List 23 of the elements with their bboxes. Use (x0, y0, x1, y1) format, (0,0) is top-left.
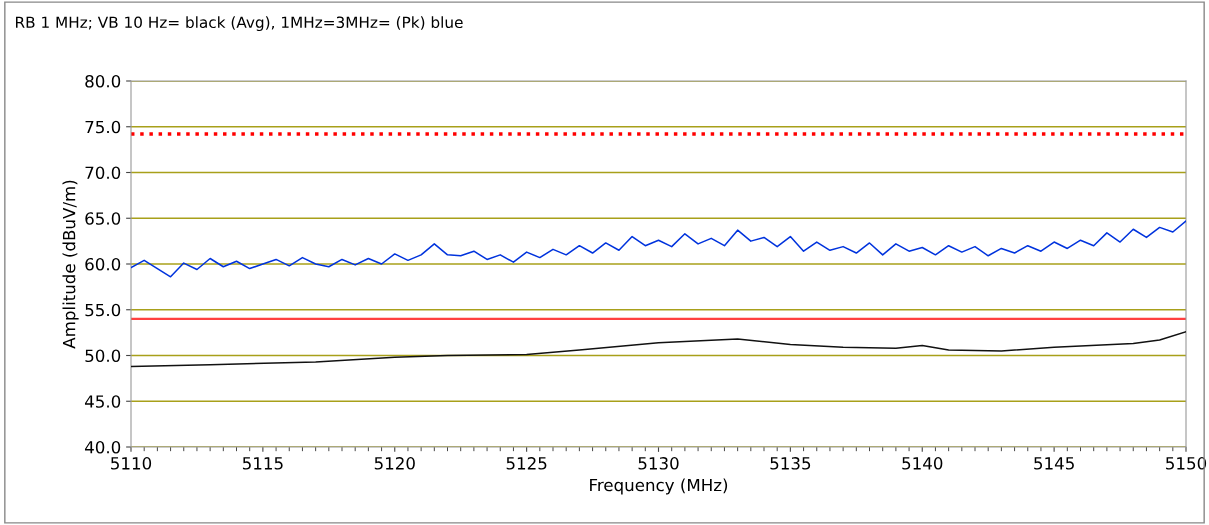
x-tick-label: 5125 (506, 457, 547, 470)
line-series (131, 330, 1186, 368)
y-tick-label: 80.0 (85, 74, 121, 88)
x-tick-label: 5140 (902, 457, 943, 470)
line-series (131, 220, 1186, 278)
y-tick-label: 50.0 (85, 349, 121, 363)
x-tick-label: 5120 (374, 457, 415, 470)
y-tick-label: 65.0 (85, 212, 121, 225)
y-tick-label: 40.0 (84, 440, 121, 454)
x-tick-label: 5150 (1166, 457, 1207, 470)
y-tick-label: 45.0 (84, 395, 121, 408)
x-tick-label: 5115 (242, 457, 283, 470)
x-tick-label: 5130 (638, 457, 679, 470)
x-tick-label: 5145 (1034, 457, 1074, 470)
x-axis-title: Frequency (MHz) (590, 478, 728, 495)
y-tick-label: 70.0 (85, 166, 121, 180)
y-axis-title: Amplitude (dBuV/m) (62, 180, 79, 349)
y-tick-label: 55.0 (85, 303, 121, 317)
y-tick-label: 60.0 (85, 257, 121, 271)
chart-title: RB 1 MHz; VB 10 Hz= black (Avg), 1MHz=3MHz= (Pk) blue (16, 16, 463, 32)
x-tick-label: 5135 (770, 457, 811, 470)
x-tick-label: 5110 (111, 457, 152, 470)
y-tick-label: 75.0 (85, 120, 121, 134)
